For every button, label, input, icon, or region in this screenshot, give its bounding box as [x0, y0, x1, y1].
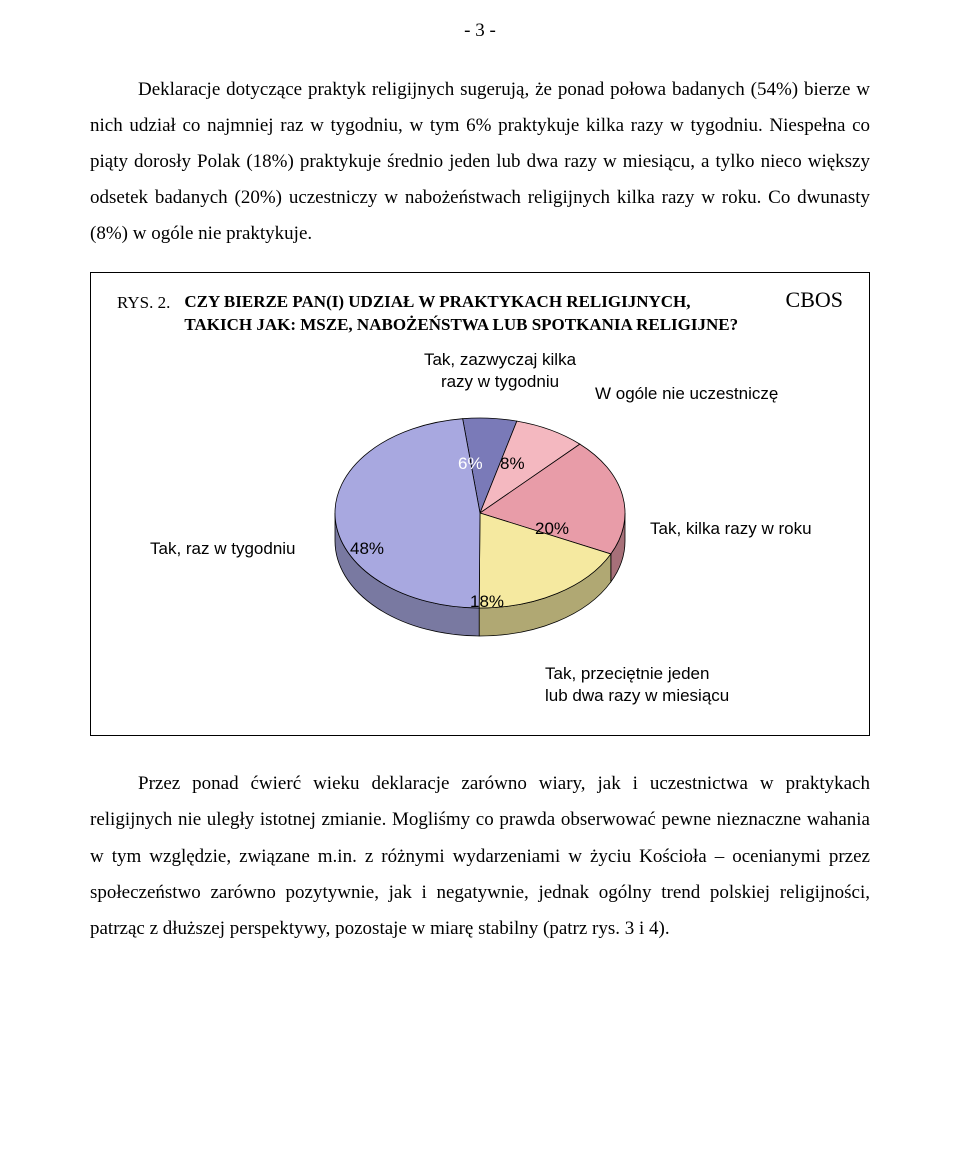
pct-18: 18%	[470, 591, 504, 612]
slice-label-raz-tygodniu: Tak, raz w tygodniu	[150, 538, 296, 559]
slice-label-kilka-razy-rok: Tak, kilka razy w roku	[650, 518, 812, 539]
slice-label-kilka-razy-tyg: Tak, zazwyczaj kilkarazy w tygodniu	[400, 349, 600, 392]
chart-question: CZY BIERZE PAN(I) UDZIAŁ W PRAKTYKACH RE…	[184, 291, 751, 337]
pct-8: 8%	[500, 453, 525, 474]
chart-container: RYS. 2. CZY BIERZE PAN(I) UDZIAŁ W PRAKT…	[90, 272, 870, 736]
paragraph-outro: Przez ponad ćwierć wieku deklaracje zaró…	[90, 766, 870, 946]
pie-chart	[330, 403, 630, 663]
slice-label-nie-uczestniczy: W ogóle nie uczestniczę	[595, 383, 778, 404]
figure-label: RYS. 2.	[117, 291, 170, 313]
pct-48: 48%	[350, 538, 384, 559]
cbos-label: CBOS	[786, 287, 843, 313]
pct-6: 6%	[458, 453, 483, 474]
page-number: - 3 -	[90, 20, 870, 42]
pct-20: 20%	[535, 518, 569, 539]
pie-chart-area: Tak, zazwyczaj kilkarazy w tygodniu W og…	[140, 343, 820, 713]
slice-label-raz-dwa-miesiac: Tak, przeciętnie jedenlub dwa razy w mie…	[545, 663, 729, 706]
paragraph-intro: Deklaracje dotyczące praktyk religijnych…	[90, 72, 870, 252]
